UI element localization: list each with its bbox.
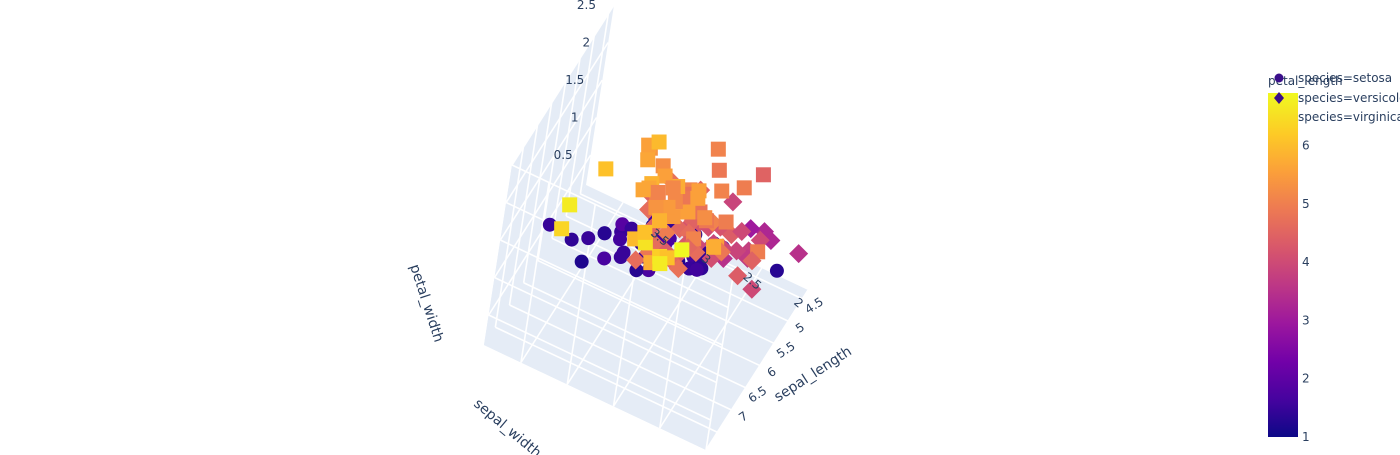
legend-item-versicolor[interactable]: species=versicolor: [1274, 91, 1400, 105]
x-tick-label: 6: [765, 364, 779, 380]
z-tick-label: 1.5: [565, 73, 584, 87]
versicolor-point: [732, 221, 752, 241]
z-gridline: [499, 239, 723, 346]
virginica-point: [650, 184, 666, 200]
virginica-point: [640, 152, 656, 168]
virginica-point: [711, 162, 727, 178]
setosa-point: [597, 226, 612, 241]
colorbar-tick-label: 3: [1302, 313, 1310, 327]
virginica-point: [651, 134, 667, 150]
colorbar-gradient: [1268, 93, 1298, 437]
virginica-point: [691, 183, 707, 199]
y-gridline: [705, 289, 809, 451]
virginica-point: [554, 221, 570, 237]
z-axis-title: petal_width: [406, 262, 446, 344]
y-gridline: [659, 267, 763, 429]
virginica-point: [710, 141, 726, 157]
colorbar-tick-label: 1: [1302, 430, 1310, 444]
colorbar-tick-label: 2: [1302, 372, 1310, 386]
virginica-point: [665, 180, 681, 196]
virginica-point: [706, 239, 722, 255]
z-gridline: [494, 276, 717, 384]
setosa-point: [581, 231, 596, 246]
z-gridline: [493, 117, 598, 278]
versicolor-point: [727, 241, 747, 261]
virginica-point: [674, 242, 690, 258]
setosa-point: [613, 250, 628, 265]
virginica-point: [714, 183, 730, 199]
virginica-point: [652, 256, 668, 272]
diamond-icon: [1274, 92, 1284, 104]
versicolor-point: [789, 244, 809, 264]
legend-item-virginica[interactable]: species=virginica: [1298, 110, 1400, 124]
virginica-point: [718, 214, 734, 230]
colorbar-ticks: 1 2 3 4 5 6: [1302, 138, 1310, 444]
y-axis-title: sepal_width: [470, 396, 544, 455]
data-points: [542, 134, 809, 299]
versicolor-point: [728, 266, 748, 286]
z-tick-label: 0.5: [554, 148, 573, 162]
versicolor-point: [742, 279, 762, 299]
x-tick-label: 7: [736, 409, 750, 425]
colorbar-title: petal_length: [1268, 74, 1343, 88]
x-tick-label: 6.5: [746, 383, 770, 405]
setosa-point: [542, 217, 557, 232]
virginica-point: [637, 224, 653, 240]
virginica-point: [697, 210, 713, 226]
virginica-point: [755, 167, 771, 183]
z-gridline: [487, 154, 592, 316]
virginica-point: [648, 199, 664, 215]
z-tick-label: 2.5: [577, 0, 596, 12]
versicolor-point: [626, 250, 646, 270]
legend-label-virginica: species=virginica: [1298, 110, 1400, 124]
z-gridline: [499, 79, 604, 241]
colorbar-tick-label: 5: [1302, 197, 1310, 211]
versicolor-point: [742, 251, 762, 271]
colorbar[interactable]: petal_length 1 2 3 4 5 6: [1268, 74, 1343, 444]
virginica-point: [657, 168, 673, 184]
setosa-point: [769, 263, 784, 278]
virginica-point: [660, 199, 676, 215]
legend-item-setosa[interactable]: species=setosa: [1274, 71, 1393, 85]
z-gridline: [511, 4, 615, 166]
z-gridline: [505, 42, 609, 203]
setosa-point: [613, 232, 627, 247]
x-tick-label: 5.5: [774, 339, 798, 361]
virginica-point: [680, 204, 696, 220]
legend-label-setosa: species=setosa: [1298, 71, 1392, 85]
virginica-point: [562, 197, 578, 213]
circle-icon: [1274, 73, 1284, 83]
x-tick-label: 4.5: [802, 294, 826, 316]
virginica-point: [736, 180, 752, 196]
z-tick-label: 1: [571, 111, 579, 125]
versicolor-point: [761, 230, 781, 250]
legend[interactable]: species=setosa species=versicolor specie…: [1274, 71, 1400, 124]
z-gridline: [488, 314, 712, 421]
setosa-point: [597, 251, 612, 266]
legend-label-versicolor: species=versicolor: [1298, 91, 1400, 105]
colorbar-tick-label: 6: [1302, 138, 1310, 152]
x-tick-label: 5: [793, 320, 807, 336]
colorbar-tick-label: 4: [1302, 255, 1310, 269]
virginica-point: [598, 161, 614, 177]
setosa-point: [689, 262, 704, 277]
z-tick-label: 2: [583, 36, 591, 50]
virginica-point: [652, 213, 667, 229]
setosa-point: [574, 254, 589, 269]
